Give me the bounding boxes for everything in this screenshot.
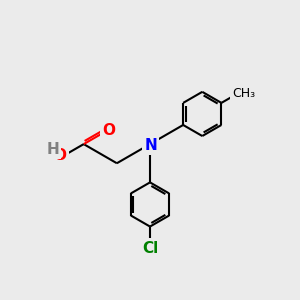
Text: CH₃: CH₃ — [232, 86, 255, 100]
Text: O: O — [54, 148, 67, 164]
Text: N: N — [144, 138, 157, 153]
Text: O: O — [54, 148, 67, 164]
Text: O: O — [102, 123, 116, 138]
Text: H: H — [47, 142, 58, 156]
Text: Cl: Cl — [142, 241, 158, 256]
Text: Cl: Cl — [142, 241, 158, 256]
Text: CH₃: CH₃ — [232, 86, 255, 100]
Text: H: H — [46, 142, 59, 157]
Text: O: O — [102, 123, 116, 138]
Text: N: N — [144, 138, 157, 153]
